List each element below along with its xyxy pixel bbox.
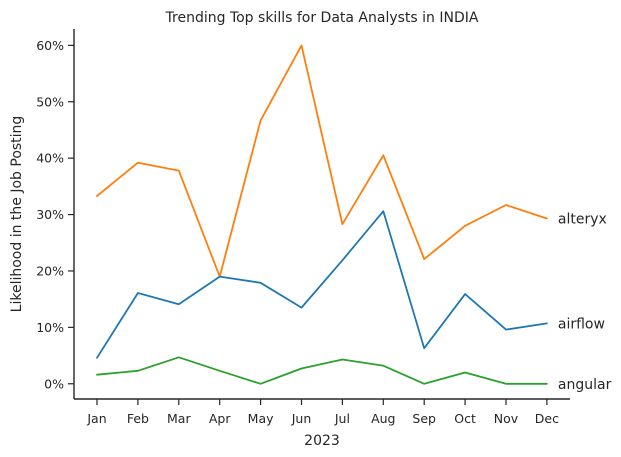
axes <box>73 29 570 400</box>
x-tick-label: Mar <box>167 411 191 426</box>
x-ticks: Jan Feb Mar Apr May Jun Jul Aug Sep Oct Nov Dec <box>86 399 559 426</box>
x-tick-label: Nov <box>494 411 519 426</box>
x-tick-label: Jul <box>334 411 350 426</box>
series-label-angular: angular <box>558 377 612 393</box>
series-labels: alteryx airflow angular <box>558 212 612 393</box>
y-axis-label: Likelihood in the Job Posting <box>9 116 25 313</box>
series-line-alteryx <box>96 44 548 278</box>
x-tick-label: Feb <box>127 411 149 426</box>
x-tick-label: Jun <box>291 411 312 426</box>
series-label-airflow: airflow <box>558 316 605 332</box>
series-line-angular <box>96 356 548 385</box>
x-axis-label: 2023 <box>304 433 340 449</box>
x-tick-label: May <box>248 411 274 426</box>
series-lines <box>96 44 548 385</box>
y-tick-label: 50% <box>36 94 64 109</box>
series-label-alteryx: alteryx <box>558 212 607 228</box>
x-tick-label: Apr <box>209 411 231 426</box>
y-tick-label: 0% <box>44 376 64 391</box>
y-tick-label: 60% <box>36 38 64 53</box>
x-tick-label: Jan <box>86 411 106 426</box>
y-tick-label: 40% <box>36 151 64 166</box>
chart-title: Trending Top skills for Data Analysts in… <box>165 10 479 26</box>
x-tick-label: Aug <box>371 411 395 426</box>
x-tick-label: Oct <box>454 411 476 426</box>
y-tick-label: 20% <box>36 263 64 278</box>
y-tick-label: 10% <box>36 320 64 335</box>
y-tick-label: 30% <box>36 207 64 222</box>
x-tick-label: Dec <box>535 411 559 426</box>
y-ticks: 0% 10% 20% 30% 40% 50% 60% <box>36 38 74 391</box>
x-tick-label: Sep <box>412 411 436 426</box>
series-line-airflow <box>96 210 548 359</box>
